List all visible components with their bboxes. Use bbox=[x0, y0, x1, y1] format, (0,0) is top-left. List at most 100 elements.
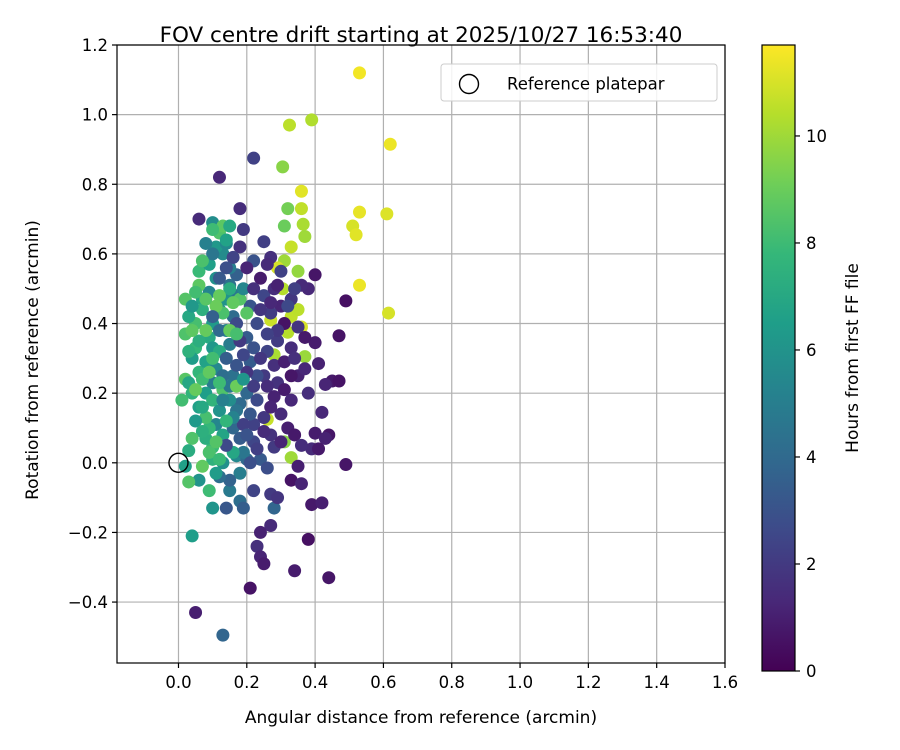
data-point bbox=[318, 431, 332, 445]
y-tick-label: 0.2 bbox=[82, 384, 108, 403]
data-point bbox=[271, 278, 285, 292]
data-point bbox=[202, 365, 216, 379]
data-point bbox=[257, 235, 271, 249]
data-point bbox=[192, 264, 206, 278]
data-point bbox=[250, 539, 264, 553]
data-point bbox=[264, 518, 278, 532]
data-point bbox=[294, 202, 308, 216]
data-point bbox=[236, 501, 250, 515]
data-point bbox=[260, 327, 274, 341]
colorbar-tick-label: 0 bbox=[806, 662, 817, 681]
data-point bbox=[209, 435, 223, 449]
x-tick-label: 1.0 bbox=[507, 673, 533, 692]
data-point bbox=[339, 458, 353, 472]
data-point bbox=[230, 358, 244, 372]
data-point bbox=[226, 369, 240, 383]
x-axis-ticks: 0.0 0.2 0.4 0.6 0.8 1.0 1.2 1.4 1.6 bbox=[165, 663, 738, 692]
data-point bbox=[247, 282, 261, 296]
data-point bbox=[281, 202, 295, 216]
data-point bbox=[185, 529, 199, 543]
data-point bbox=[353, 205, 367, 219]
colorbar-label: Hours from first FF file bbox=[843, 263, 863, 453]
y-tick-label: 1.2 bbox=[82, 36, 108, 55]
data-point bbox=[223, 282, 237, 296]
legend: Reference platepar bbox=[440, 63, 718, 102]
data-point bbox=[223, 473, 237, 487]
data-point bbox=[294, 477, 308, 491]
data-point bbox=[257, 557, 271, 571]
data-point bbox=[271, 334, 285, 348]
y-tick-label: 1.0 bbox=[82, 106, 108, 125]
data-point bbox=[282, 118, 296, 132]
data-point bbox=[315, 496, 329, 510]
data-point bbox=[219, 414, 233, 428]
data-point bbox=[243, 407, 257, 421]
data-point bbox=[315, 405, 329, 419]
data-point bbox=[219, 438, 233, 452]
data-point bbox=[240, 306, 254, 320]
data-point bbox=[274, 407, 288, 421]
colorbar-tick-label: 6 bbox=[806, 341, 817, 360]
x-tick-label: 0.8 bbox=[439, 673, 465, 692]
data-point bbox=[353, 66, 367, 80]
chart-title: FOV centre drift starting at 2025/10/27 … bbox=[160, 23, 683, 48]
data-point bbox=[308, 426, 322, 440]
data-point bbox=[223, 337, 237, 351]
x-axis-label: Angular distance from reference (arcmin) bbox=[245, 708, 597, 728]
colorbar-ticks: 0 2 4 6 8 10 bbox=[795, 127, 827, 681]
x-tick-label: 1.6 bbox=[712, 673, 738, 692]
data-point bbox=[236, 282, 250, 296]
data-point bbox=[308, 336, 322, 350]
data-point bbox=[185, 299, 199, 313]
data-point bbox=[195, 424, 209, 438]
data-point bbox=[332, 374, 346, 388]
data-points bbox=[168, 66, 397, 642]
data-point bbox=[178, 459, 192, 473]
data-point bbox=[206, 247, 220, 261]
data-point bbox=[185, 323, 199, 337]
data-point bbox=[267, 390, 281, 404]
data-point bbox=[294, 438, 308, 452]
data-point bbox=[250, 442, 264, 456]
data-point bbox=[288, 564, 302, 578]
data-point bbox=[298, 330, 312, 344]
data-point bbox=[206, 393, 220, 407]
data-point bbox=[349, 228, 363, 242]
data-point bbox=[212, 452, 226, 466]
data-point bbox=[195, 459, 209, 473]
data-point bbox=[264, 400, 278, 414]
data-point bbox=[288, 351, 302, 365]
data-point bbox=[236, 223, 250, 237]
data-point bbox=[298, 362, 312, 376]
data-point bbox=[291, 459, 305, 473]
colorbar-tick-label: 8 bbox=[806, 234, 817, 253]
x-tick-label: 0.4 bbox=[302, 673, 328, 692]
data-point bbox=[298, 350, 312, 364]
data-point bbox=[182, 310, 196, 324]
data-point bbox=[233, 202, 247, 216]
data-point bbox=[332, 329, 346, 343]
plot-frame bbox=[116, 44, 726, 664]
data-point bbox=[206, 351, 220, 365]
data-point bbox=[267, 501, 281, 515]
data-point bbox=[199, 292, 213, 306]
data-point bbox=[308, 268, 322, 282]
data-point bbox=[284, 451, 298, 465]
data-point bbox=[226, 250, 240, 264]
data-point bbox=[288, 282, 302, 296]
data-point bbox=[247, 484, 261, 498]
data-point bbox=[195, 254, 209, 268]
y-tick-label: 0.0 bbox=[82, 454, 108, 473]
data-point bbox=[192, 334, 206, 348]
data-point bbox=[253, 303, 267, 317]
data-point bbox=[339, 294, 353, 308]
x-tick-label: 0.2 bbox=[234, 673, 260, 692]
data-point bbox=[209, 299, 223, 313]
data-point bbox=[219, 351, 233, 365]
data-point bbox=[257, 424, 271, 438]
y-axis-label: Rotation from reference (arcmin) bbox=[23, 220, 43, 500]
data-point bbox=[284, 369, 298, 383]
data-point bbox=[212, 271, 226, 285]
data-point bbox=[301, 386, 315, 400]
data-point bbox=[182, 344, 196, 358]
